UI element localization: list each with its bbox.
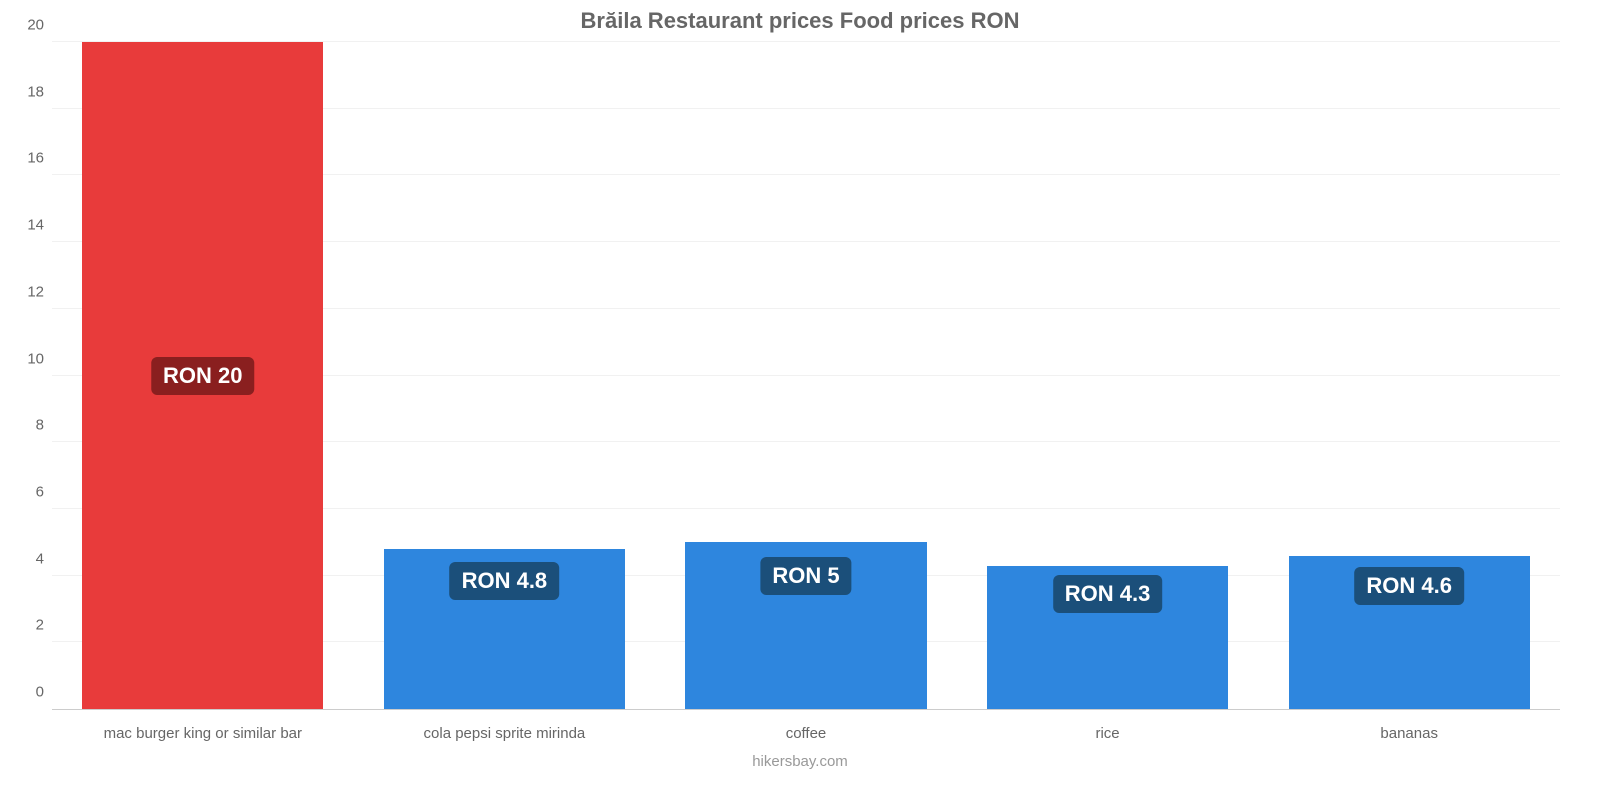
chart-title: Brăila Restaurant prices Food prices RON: [0, 8, 1600, 34]
y-tick-label: 20: [27, 17, 44, 34]
bar: RON 4.3: [987, 566, 1228, 709]
x-axis-labels: mac burger king or similar barcola pepsi…: [52, 725, 1560, 742]
y-tick-label: 0: [36, 684, 44, 701]
y-tick-label: 4: [36, 550, 44, 567]
x-tick-label: cola pepsi sprite mirinda: [354, 725, 656, 742]
chart-subtitle: hikersbay.com: [0, 753, 1600, 770]
bar: RON 5: [685, 542, 926, 709]
x-tick-label: rice: [957, 725, 1259, 742]
plot-area: RON 20RON 4.8RON 5RON 4.3RON 4.6 0246810…: [52, 42, 1560, 710]
bar: RON 20: [82, 42, 323, 709]
data-label: RON 5: [760, 557, 851, 595]
data-label: RON 4.3: [1053, 575, 1163, 613]
y-tick-label: 18: [27, 83, 44, 100]
bar-slot: RON 4.8: [354, 42, 656, 709]
y-tick-label: 16: [27, 150, 44, 167]
data-label: RON 20: [151, 357, 254, 395]
y-tick-label: 10: [27, 350, 44, 367]
y-tick-label: 2: [36, 617, 44, 634]
bar-slot: RON 20: [52, 42, 354, 709]
data-label: RON 4.8: [450, 562, 560, 600]
x-tick-label: bananas: [1258, 725, 1560, 742]
bars-row: RON 20 RON 4.8 RON 5 RON 4.3 RON 4.6: [52, 42, 1560, 709]
data-label: RON 4.6: [1354, 567, 1464, 605]
x-tick-label: mac burger king or similar bar: [52, 725, 354, 742]
y-tick-label: 6: [36, 483, 44, 500]
bar-slot: RON 5: [655, 42, 957, 709]
y-tick-label: 14: [27, 217, 44, 234]
bar-slot: RON 4.6: [1258, 42, 1560, 709]
y-tick-label: 8: [36, 417, 44, 434]
bar: RON 4.6: [1289, 556, 1530, 709]
price-bar-chart: Brăila Restaurant prices Food prices RON…: [0, 0, 1600, 800]
bar-slot: RON 4.3: [957, 42, 1259, 709]
bar: RON 4.8: [384, 549, 625, 709]
y-tick-label: 12: [27, 283, 44, 300]
x-tick-label: coffee: [655, 725, 957, 742]
